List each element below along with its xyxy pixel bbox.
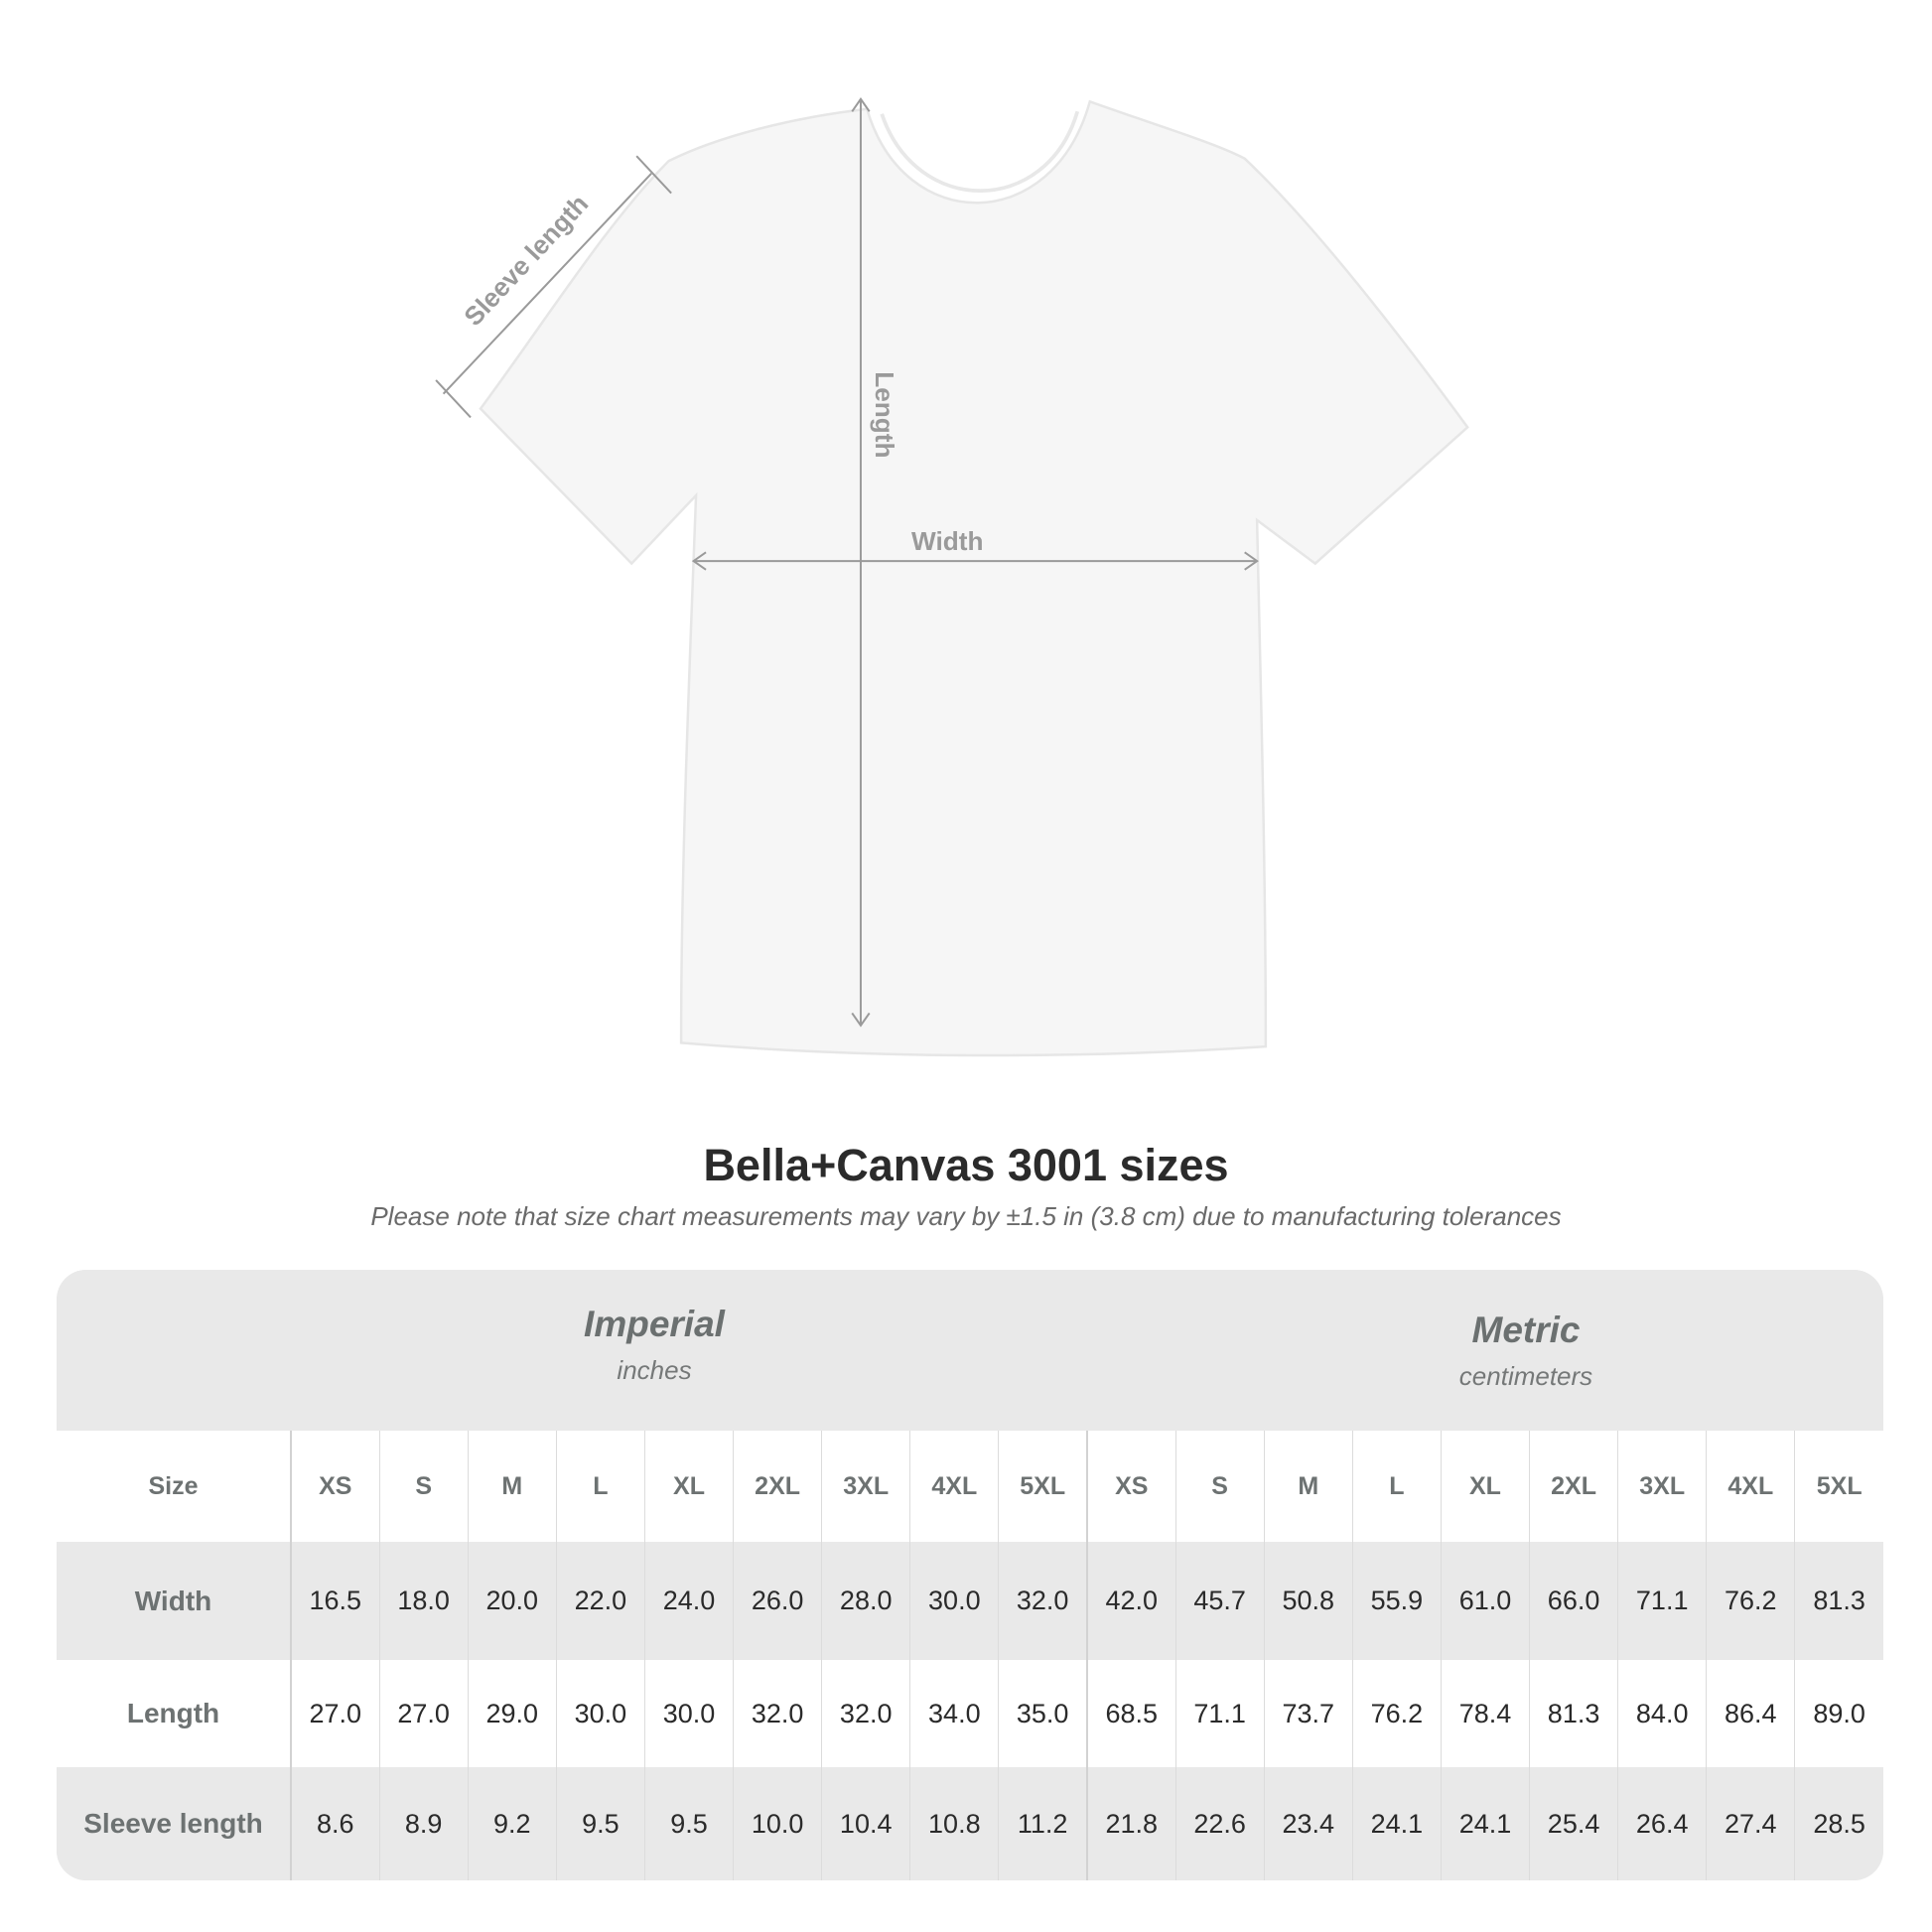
table-cell: 27.0 <box>378 1660 469 1767</box>
row-label: Length <box>57 1660 292 1767</box>
table-cell: 71.1 <box>1174 1660 1265 1767</box>
metric-header: Metric centimeters <box>1228 1310 1824 1392</box>
row-label: Width <box>57 1542 292 1660</box>
table-cell: 32.0 <box>733 1660 822 1767</box>
table-cell: L <box>555 1431 645 1542</box>
table-cell: 3XL <box>1617 1431 1707 1542</box>
table-cell: 24.0 <box>643 1542 734 1660</box>
table-cell: 23.4 <box>1263 1767 1353 1880</box>
table-cell: 81.3 <box>1794 1542 1883 1660</box>
table-cell: XL <box>1440 1431 1530 1542</box>
sleeve-arrow <box>442 172 652 395</box>
table-cell: 71.1 <box>1617 1542 1707 1660</box>
table-cell: L <box>1351 1431 1442 1542</box>
table-cell: 66.0 <box>1529 1542 1618 1660</box>
size-header-row: Size XS S M L XL 2XL 3XL 4XL 5XL XS S M L XL 2XL 3XL 4XL 5… <box>57 1431 1883 1542</box>
table-cell: 29.0 <box>467 1660 557 1767</box>
table-cell: 32.0 <box>821 1660 910 1767</box>
table-cell: S <box>378 1431 469 1542</box>
table-cell: 5XL <box>1794 1431 1883 1542</box>
table-cell: 20.0 <box>467 1542 557 1660</box>
table-cell: 30.0 <box>643 1660 734 1767</box>
page-title: Bella+Canvas 3001 sizes <box>703 1140 1229 1190</box>
table-cell: 35.0 <box>998 1660 1087 1767</box>
table-cell: 28.0 <box>821 1542 910 1660</box>
table-cell: 78.4 <box>1440 1660 1530 1767</box>
table-cell: 10.8 <box>909 1767 999 1880</box>
row-label: Sleeve length <box>57 1767 292 1880</box>
table-cell: M <box>467 1431 557 1542</box>
table-cell: 55.9 <box>1351 1542 1442 1660</box>
table-cell: 32.0 <box>998 1542 1087 1660</box>
table-cell: XL <box>643 1431 734 1542</box>
table-cell: 89.0 <box>1794 1660 1883 1767</box>
table-cell: 24.1 <box>1351 1767 1442 1880</box>
table-cell: XS <box>1085 1431 1176 1542</box>
table-row-length: Length 27.0 27.0 29.0 30.0 30.0 32.0 32.0 34.0 35… <box>57 1660 1883 1767</box>
table-cell: 9.2 <box>467 1767 557 1880</box>
tshirt-image <box>479 99 1469 1057</box>
shirt-collar <box>880 110 1080 193</box>
table-cell: S <box>1174 1431 1265 1542</box>
table-cell: 11.2 <box>998 1767 1087 1880</box>
table-cell: 27.4 <box>1706 1767 1795 1880</box>
width-label: Width <box>911 526 983 556</box>
table-cell: 2XL <box>1529 1431 1618 1542</box>
table-cell: XS <box>290 1431 380 1542</box>
length-label: Length <box>870 371 899 458</box>
table-cell: 61.0 <box>1440 1542 1530 1660</box>
table-cell: 4XL <box>1706 1431 1795 1542</box>
table-cell: 34.0 <box>909 1660 999 1767</box>
table-cell: 28.5 <box>1794 1767 1883 1880</box>
table-cell: 9.5 <box>555 1767 645 1880</box>
measurement-system-header: Imperial inches Metric centimeters <box>57 1270 1883 1431</box>
table-cell: 26.0 <box>733 1542 822 1660</box>
table-cell: 2XL <box>733 1431 822 1542</box>
size-grid: Size XS S M L XL 2XL 3XL 4XL 5XL XS S M L XL 2XL 3XL 4XL 5… <box>57 1431 1883 1880</box>
table-cell: 81.3 <box>1529 1660 1618 1767</box>
table-cell: 68.5 <box>1085 1660 1176 1767</box>
table-cell: 5XL <box>998 1431 1087 1542</box>
table-cell: 26.4 <box>1617 1767 1707 1880</box>
table-cell: 24.1 <box>1440 1767 1530 1880</box>
table-cell: 8.9 <box>378 1767 469 1880</box>
table-cell: 21.8 <box>1085 1767 1176 1880</box>
table-cell: 18.0 <box>378 1542 469 1660</box>
table-cell: 10.0 <box>733 1767 822 1880</box>
table-cell: 76.2 <box>1706 1542 1795 1660</box>
table-cell: 27.0 <box>290 1660 380 1767</box>
table-cell: 30.0 <box>555 1660 645 1767</box>
table-cell: 10.4 <box>821 1767 910 1880</box>
table-cell: 22.0 <box>555 1542 645 1660</box>
imperial-unit: inches <box>617 1355 692 1385</box>
table-cell: 16.5 <box>290 1542 380 1660</box>
table-cell: 84.0 <box>1617 1660 1707 1767</box>
imperial-header: Imperial inches <box>356 1304 952 1386</box>
table-cell: 9.5 <box>643 1767 734 1880</box>
table-cell: 4XL <box>909 1431 999 1542</box>
measurement-arrows <box>435 97 1259 1028</box>
table-cell: 50.8 <box>1263 1542 1353 1660</box>
table-cell: 73.7 <box>1263 1660 1353 1767</box>
metric-title: Metric <box>1471 1310 1581 1350</box>
table-row-width: Width 16.5 18.0 20.0 22.0 24.0 26.0 28.0 30.0 32.… <box>57 1542 1883 1660</box>
table-cell: 22.6 <box>1174 1767 1265 1880</box>
table-cell: 45.7 <box>1174 1542 1265 1660</box>
size-chart-table: Imperial inches Metric centimeters Size X… <box>57 1270 1883 1880</box>
table-cell: 8.6 <box>290 1767 380 1880</box>
table-cell: 42.0 <box>1085 1542 1176 1660</box>
table-cell: 86.4 <box>1706 1660 1795 1767</box>
tolerance-note: Please note that size chart measurements… <box>370 1201 1562 1231</box>
table-cell: 76.2 <box>1351 1660 1442 1767</box>
table-row-sleeve-length: Sleeve length 8.6 8.9 9.2 9.5 9.5 10.0 10.4 10.8… <box>57 1767 1883 1880</box>
row-label: Size <box>57 1431 292 1542</box>
table-cell: 3XL <box>821 1431 910 1542</box>
table-cell: 25.4 <box>1529 1767 1618 1880</box>
table-cell: M <box>1263 1431 1353 1542</box>
metric-unit: centimeters <box>1458 1361 1593 1391</box>
table-cell: 30.0 <box>909 1542 999 1660</box>
imperial-title: Imperial <box>584 1304 725 1344</box>
